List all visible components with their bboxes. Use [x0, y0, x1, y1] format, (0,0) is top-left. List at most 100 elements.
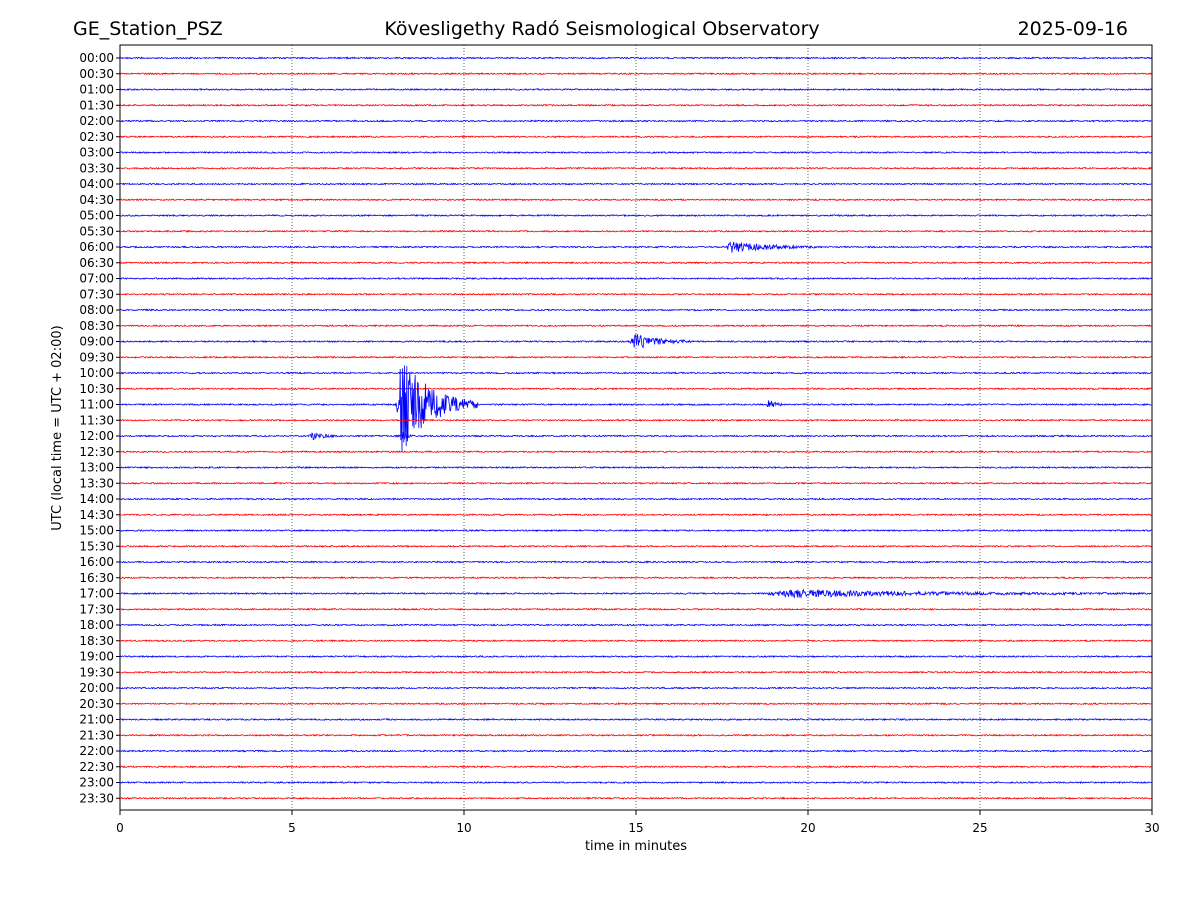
y-tick-label: 22:30 — [79, 760, 114, 774]
trace-0630 — [119, 261, 1152, 265]
y-tick-label: 10:00 — [79, 366, 114, 380]
trace-0800 — [119, 308, 1152, 312]
y-tick-label: 12:30 — [79, 445, 114, 459]
y-tick-label: 11:30 — [79, 413, 114, 427]
trace-0530 — [119, 229, 1152, 233]
y-tick-label: 00:30 — [79, 67, 114, 81]
trace-0930 — [119, 355, 1152, 359]
y-tick-label: 06:30 — [79, 256, 114, 270]
trace-2130 — [119, 733, 1152, 737]
y-tick-label: 13:30 — [79, 476, 114, 490]
y-tick-label: 16:00 — [79, 555, 114, 569]
station-name: GE_Station_PSZ — [73, 18, 223, 40]
x-tick-label: 0 — [116, 821, 124, 835]
trace-1300 — [119, 465, 1152, 470]
y-tick-label: 12:00 — [79, 429, 114, 443]
trace-1530 — [119, 544, 1152, 548]
y-tick-label: 14:30 — [79, 508, 114, 522]
y-tick-label: 21:00 — [79, 713, 114, 727]
trace-2300 — [119, 780, 1152, 785]
y-tick-label: 20:00 — [79, 681, 114, 695]
y-tick-label: 05:00 — [79, 209, 114, 223]
trace-0030 — [119, 72, 1152, 76]
y-tick-label: 02:30 — [79, 130, 114, 144]
chart-date: 2025-09-16 — [1018, 18, 1128, 40]
y-tick-label: 01:30 — [79, 98, 114, 112]
y-tick-label: 14:00 — [79, 492, 114, 506]
trace-2200 — [119, 749, 1152, 753]
y-tick-label: 22:00 — [79, 744, 114, 758]
trace-2030 — [119, 702, 1152, 706]
x-tick-label: 10 — [456, 821, 471, 835]
y-tick-label: 07:00 — [79, 272, 114, 286]
trace-0200 — [119, 119, 1152, 123]
traces — [119, 56, 1152, 800]
y-tick-label: 13:00 — [79, 461, 114, 475]
trace-1000 — [119, 371, 1152, 375]
y-tick-label: 03:00 — [79, 146, 114, 160]
y-tick-label: 16:30 — [79, 571, 114, 585]
trace-0000 — [119, 56, 1152, 60]
trace-0430 — [119, 198, 1152, 202]
y-tick-label: 15:00 — [79, 524, 114, 538]
y-tick-label: 03:30 — [79, 161, 114, 175]
y-tick-label: 15:30 — [79, 539, 114, 553]
y-tick-label: 05:30 — [79, 224, 114, 238]
trace-0230 — [119, 135, 1152, 139]
y-tick-label: 18:30 — [79, 634, 114, 648]
trace-1430 — [119, 513, 1152, 517]
trace-0730 — [119, 292, 1152, 296]
trace-0830 — [119, 324, 1152, 328]
trace-1400 — [119, 497, 1152, 501]
trace-1900 — [119, 654, 1152, 659]
x-axis-ticks: 0 5 10 15 20 25 30 — [116, 810, 1160, 835]
trace-1230 — [119, 450, 1152, 454]
y-tick-label: 17:00 — [79, 587, 114, 601]
x-tick-label: 30 — [1144, 821, 1159, 835]
y-tick-label: 07:30 — [79, 287, 114, 301]
y-tick-label: 20:30 — [79, 697, 114, 711]
y-tick-label: 04:00 — [79, 177, 114, 191]
trace-0500 — [119, 213, 1152, 218]
y-tick-label: 23:30 — [79, 791, 114, 805]
trace-1830 — [119, 639, 1152, 643]
y-tick-label: 10:30 — [79, 382, 114, 396]
x-tick-label: 25 — [972, 821, 987, 835]
x-tick-label: 5 — [288, 821, 296, 835]
y-tick-label: 17:30 — [79, 602, 114, 616]
y-tick-label: 19:30 — [79, 665, 114, 679]
trace-0600 — [119, 241, 1152, 253]
x-tick-label: 15 — [628, 821, 643, 835]
trace-1700 — [119, 588, 1152, 599]
x-axis-label: time in minutes — [585, 839, 687, 854]
y-tick-label: 11:00 — [79, 398, 114, 412]
trace-0330 — [119, 166, 1152, 170]
trace-2230 — [119, 765, 1152, 769]
y-tick-label: 00:00 — [79, 51, 114, 65]
x-tick-label: 20 — [800, 821, 815, 835]
y-tick-label: 02:00 — [79, 114, 114, 128]
trace-0100 — [119, 87, 1152, 92]
y-tick-label: 08:30 — [79, 319, 114, 333]
trace-1100 — [119, 365, 1152, 452]
trace-1200 — [119, 431, 1152, 441]
observatory-title: Kövesligethy Radó Seismological Observat… — [384, 18, 819, 40]
y-tick-label: 01:00 — [79, 83, 114, 97]
trace-0900 — [119, 334, 1152, 349]
trace-1030 — [119, 387, 1152, 391]
y-tick-label: 21:30 — [79, 728, 114, 742]
trace-0130 — [119, 103, 1152, 107]
trace-1730 — [119, 607, 1152, 611]
trace-0700 — [119, 276, 1152, 281]
trace-0300 — [119, 150, 1152, 155]
y-tick-label: 04:30 — [79, 193, 114, 207]
y-tick-label: 09:30 — [79, 350, 114, 364]
y-tick-label: 19:00 — [79, 650, 114, 664]
y-tick-label: 08:00 — [79, 303, 114, 317]
trace-1330 — [119, 481, 1152, 485]
trace-1600 — [119, 560, 1152, 564]
y-tick-label: 23:00 — [79, 776, 114, 790]
trace-2000 — [119, 686, 1152, 690]
